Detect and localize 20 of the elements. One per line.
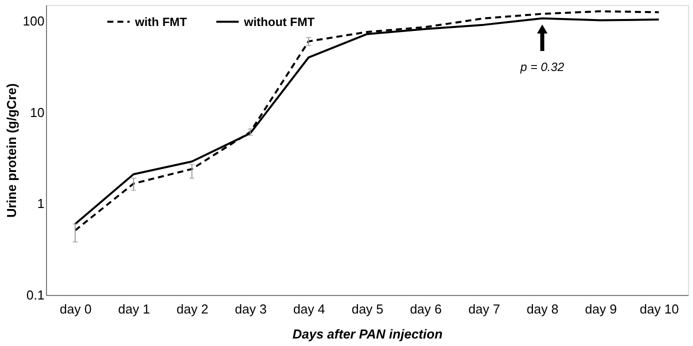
x-tick-label: day 5 [352, 302, 384, 316]
legend-label: with FMT [134, 14, 188, 29]
x-tick-label: day 0 [60, 302, 92, 316]
x-tick-label: day 1 [118, 302, 150, 316]
x-tick-label: day 10 [640, 302, 679, 316]
x-axis-title: Days after PAN injection [292, 326, 443, 342]
x-tick-label: day 4 [293, 302, 326, 316]
x-tick-label: day 8 [526, 302, 558, 316]
x-tick-label: day 9 [585, 302, 617, 316]
y-tick-label: 10 [30, 104, 44, 120]
x-tick-label: day 6 [410, 302, 442, 316]
x-tick-label: day 2 [176, 302, 208, 316]
y-axis-title: Urine protein (g/gCre) [4, 83, 19, 218]
x-tick-label: day 3 [234, 302, 267, 316]
y-tick-label: 0.1 [26, 288, 44, 302]
legend-label: without FMT [243, 14, 316, 29]
y-tick-label: 100 [22, 14, 44, 29]
y-tick-label: 1 [37, 196, 44, 212]
annotation: p = 0.32 [519, 60, 564, 74]
x-tick-label: day 7 [468, 302, 500, 316]
